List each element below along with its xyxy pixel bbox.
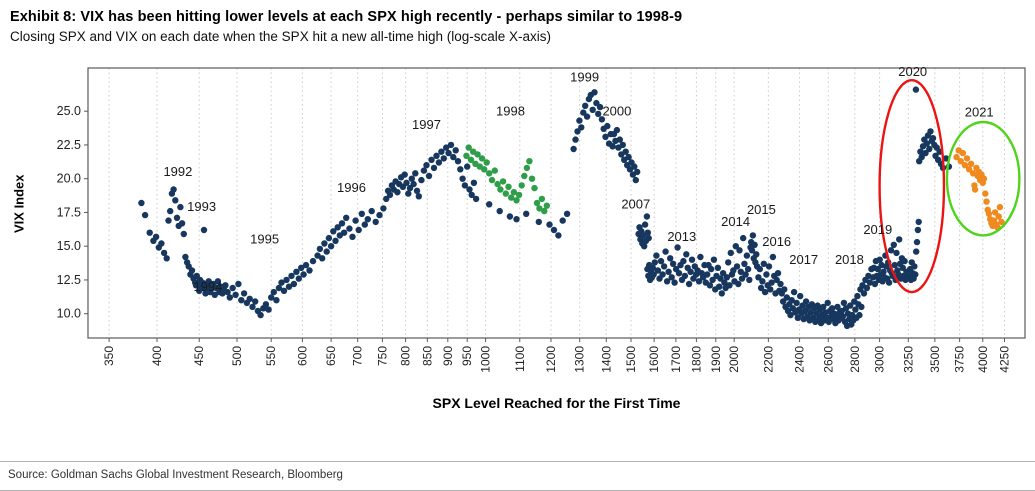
svg-text:22.5: 22.5 (57, 138, 81, 152)
x-tick-labels: 350 400 450 500 550 600 650 700 750 800 850 900 950 1… (102, 338, 1012, 373)
svg-text:15.0: 15.0 (57, 239, 81, 253)
svg-text:4000: 4000 (976, 346, 990, 373)
svg-text:450: 450 (192, 346, 206, 366)
svg-text:3750: 3750 (953, 346, 967, 373)
svg-text:12.5: 12.5 (57, 273, 81, 287)
svg-text:500: 500 (230, 346, 244, 366)
svg-text:950: 950 (460, 346, 474, 366)
svg-text:3500: 3500 (928, 346, 942, 373)
svg-text:350: 350 (102, 346, 116, 366)
svg-text:1999: 1999 (570, 70, 599, 85)
y-axis-label: VIX Index (11, 174, 27, 234)
svg-text:1400: 1400 (599, 346, 613, 373)
data-points-series-0 (138, 86, 953, 330)
svg-text:650: 650 (324, 346, 338, 366)
svg-text:800: 800 (399, 346, 413, 366)
data-points-series-1 (463, 144, 550, 215)
svg-text:600: 600 (295, 346, 309, 366)
svg-text:2000: 2000 (727, 346, 741, 373)
svg-text:1300: 1300 (573, 346, 587, 373)
svg-text:2016: 2016 (762, 234, 791, 249)
svg-text:850: 850 (420, 346, 434, 366)
source-text: Source: Goldman Sachs Global Investment … (8, 469, 343, 481)
year-annotations: 1992 1993 1994 1995 1996 1997 1998 1999 2000 2007… (163, 64, 993, 294)
svg-text:700: 700 (351, 346, 365, 366)
svg-text:1700: 1700 (669, 346, 683, 373)
chart-footer: Source: Goldman Sachs Global Investment … (0, 461, 1035, 491)
svg-text:750: 750 (375, 346, 389, 366)
svg-text:3250: 3250 (901, 346, 915, 373)
svg-text:4250: 4250 (998, 346, 1012, 373)
svg-text:25.0: 25.0 (57, 104, 81, 118)
chart-area: VIX Index 350 400 450 500 550 600 650 700 750 800… (0, 54, 1035, 393)
svg-text:1992: 1992 (163, 164, 192, 179)
data-points-series-2 (953, 147, 1005, 231)
svg-text:900: 900 (441, 346, 455, 366)
svg-text:3000: 3000 (873, 346, 887, 373)
svg-text:2007: 2007 (621, 196, 650, 211)
exhibit-title: Exhibit 8: VIX has been hitting lower le… (10, 9, 683, 25)
svg-text:1100: 1100 (513, 346, 527, 372)
svg-text:1993: 1993 (187, 199, 216, 214)
svg-text:2013: 2013 (667, 229, 696, 244)
svg-text:2015: 2015 (747, 202, 776, 217)
svg-text:2014: 2014 (721, 214, 750, 229)
exhibit-subtitle: Closing SPX and VIX on each date when th… (10, 29, 552, 44)
highlight-ellipses (878, 78, 1021, 294)
svg-text:2200: 2200 (761, 346, 775, 373)
svg-text:1996: 1996 (337, 180, 366, 195)
scatter-plot: 350 400 450 500 550 600 650 700 750 800 850 900 950 1… (57, 64, 1026, 373)
svg-text:1997: 1997 (412, 117, 441, 132)
svg-text:2000: 2000 (602, 103, 631, 118)
svg-text:2020: 2020 (898, 64, 927, 79)
svg-text:1994: 1994 (193, 279, 222, 294)
svg-text:1800: 1800 (689, 346, 703, 373)
svg-text:550: 550 (264, 346, 278, 366)
svg-text:20.0: 20.0 (57, 172, 81, 186)
svg-text:1200: 1200 (544, 346, 558, 373)
svg-text:2019: 2019 (863, 222, 892, 237)
svg-text:400: 400 (150, 346, 164, 366)
svg-text:1900: 1900 (709, 346, 723, 373)
svg-text:1000: 1000 (479, 346, 493, 373)
x-axis-label: SPX Level Reached for the First Time (432, 395, 681, 411)
svg-text:1500: 1500 (624, 346, 638, 373)
gridlines (108, 68, 1006, 338)
svg-text:2021: 2021 (965, 105, 994, 120)
svg-text:1998: 1998 (496, 103, 525, 118)
svg-text:2600: 2600 (821, 346, 835, 373)
svg-text:2017: 2017 (789, 252, 818, 267)
svg-text:17.5: 17.5 (57, 205, 81, 219)
plot-frame (87, 67, 1026, 339)
svg-text:2400: 2400 (793, 346, 807, 373)
svg-text:1600: 1600 (647, 346, 661, 373)
svg-text:1995: 1995 (250, 232, 279, 247)
y-tick-labels: 10.0 12.5 15.0 17.5 20.0 22.5 25.0 (57, 104, 88, 321)
svg-text:2800: 2800 (848, 346, 862, 373)
chart-header: Exhibit 8: VIX has been hitting lower le… (0, 0, 1035, 44)
svg-text:2018: 2018 (835, 252, 864, 267)
plot-container: 350 400 450 500 550 600 650 700 750 800 850 900 950 1… (30, 54, 1035, 393)
svg-text:10.0: 10.0 (57, 307, 81, 321)
